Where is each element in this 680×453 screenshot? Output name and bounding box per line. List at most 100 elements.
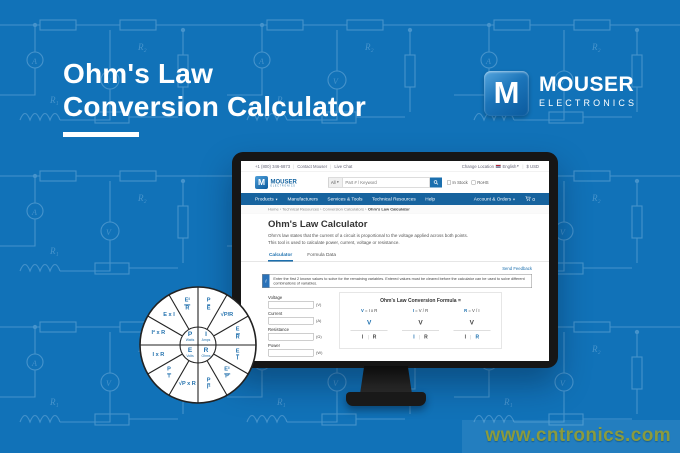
hero-underline <box>63 132 139 137</box>
ohms-law-wheel: P Watts I Amps E Volts R Ohms P E √P/R E R E I E² P P… <box>133 280 263 410</box>
contact-link[interactable]: Contact Mouser <box>297 163 328 169</box>
rohs-label: RoHS <box>477 180 489 185</box>
info-alert: i Enter the first 2 known values to solv… <box>262 274 532 288</box>
wheel-formulas: P Watts I Amps E Volts R Ohms P E √P/R E R E I E² P P… <box>133 280 263 410</box>
info-text: Enter the first 2 known values to solve … <box>273 276 525 286</box>
current-label: Current <box>268 311 283 316</box>
brand-tagline: ELECTRONICS <box>539 98 638 108</box>
cart-button[interactable]: 0 <box>525 196 535 203</box>
current-unit: (A) <box>316 318 322 324</box>
current-input[interactable] <box>268 317 314 325</box>
triangle-bar <box>453 330 491 331</box>
chevron-down-icon: ▼ <box>512 198 516 202</box>
nav-help[interactable]: Help <box>425 196 436 202</box>
info-icon: i <box>262 274 270 288</box>
main-nav: Products ▼ Manufacturers Services & Tool… <box>241 193 549 205</box>
hero-title: Ohm's Law Conversion Calculator <box>63 57 366 123</box>
breadcrumb[interactable]: Home › Technical Resources › Conversion … <box>241 205 549 214</box>
wheel-formula: E x I <box>163 312 175 319</box>
search-button[interactable] <box>429 177 442 188</box>
wheel-center-i: I Amps <box>201 330 211 342</box>
us-flag-icon <box>495 164 501 168</box>
tab-calculator[interactable]: Calculator <box>268 251 294 262</box>
voltage-field-group: Voltage (V) <box>268 295 331 309</box>
checkbox-icon <box>446 180 451 185</box>
voltage-input[interactable] <box>268 301 314 309</box>
watermark-band <box>462 420 680 453</box>
site-logo-name: MOUSER <box>270 177 297 185</box>
wheel-formula: I² x R <box>151 330 166 337</box>
in-stock-checkbox[interactable]: In Stock <box>446 180 468 185</box>
tab-bar: Calculator Formula Data <box>241 251 549 262</box>
wheel-formula: E² R <box>184 297 191 312</box>
site-logo-text[interactable]: MOUSER ELECTRONICS <box>271 178 297 187</box>
watermark: www.cntronics.com <box>485 425 671 446</box>
triangle-top: V <box>418 318 423 327</box>
chevron-down-icon: ▼ <box>516 164 520 168</box>
change-location-link[interactable]: Change Location <box>461 163 494 169</box>
live-chat-link[interactable]: Live Chat <box>334 163 353 169</box>
hero-title-line2: Conversion Calculator <box>63 91 366 122</box>
wheel-formula: P I² <box>206 376 211 391</box>
site-logo-tagline: ELECTRONICS <box>270 184 296 187</box>
monitor-stand-neck <box>360 366 412 394</box>
search-bar: All ▼ In Stock <box>327 177 489 188</box>
phone-link[interactable]: +1 (800) 346-6873 <box>255 163 291 169</box>
description-line2: This tool is used to calculate power, cu… <box>268 239 400 245</box>
wheel-formula: I x R <box>152 351 165 358</box>
monitor-stand-base <box>346 392 426 406</box>
utility-bar: +1 (800) 346-6873 | Contact Mouser | Liv… <box>241 161 549 172</box>
currency-select[interactable]: $ USD <box>526 163 539 169</box>
cart-icon <box>525 196 531 201</box>
chevron-down-icon: ▼ <box>275 198 279 202</box>
nav-services-tools[interactable]: Services & Tools <box>327 196 363 202</box>
resistance-input[interactable] <box>268 333 314 341</box>
wheel-center-p: P Watts <box>185 330 195 342</box>
search-scope-select[interactable]: All ▼ <box>327 177 342 188</box>
resistance-label: Resistance <box>268 327 290 332</box>
in-stock-label: In Stock <box>452 180 468 185</box>
account-orders-menu[interactable]: Account & Orders ▼ <box>473 196 516 202</box>
cart-count: 0 <box>532 196 535 203</box>
monitor-screen: +1 (800) 346-6873 | Contact Mouser | Liv… <box>241 161 549 361</box>
current-field-group: Current (A) <box>268 311 331 325</box>
hero-title-line1: Ohm's Law <box>63 58 214 89</box>
formula-panel: Ohm's Law Conversion Formula = V = I x R… <box>339 292 502 349</box>
chevron-down-icon: ▼ <box>335 181 340 184</box>
send-feedback-link[interactable]: Send Feedback <box>502 266 532 271</box>
power-unit: (W) <box>316 350 323 356</box>
divider: | <box>330 163 332 169</box>
page-title: Ohm's Law Calculator <box>268 219 368 230</box>
power-label: Power <box>268 343 281 348</box>
checkbox-icon <box>471 180 476 185</box>
nav-products[interactable]: Products ▼ <box>255 196 279 202</box>
language-select[interactable]: English <box>502 163 517 169</box>
search-icon <box>433 180 439 185</box>
resistance-field-group: Resistance (Ω) <box>268 327 331 341</box>
rohs-checkbox[interactable]: RoHS <box>471 180 489 185</box>
brand-name: MOUSER <box>539 73 635 96</box>
power-input[interactable] <box>268 349 314 357</box>
mouser-brand-badge: M MOUSER ELECTRONICS <box>484 71 637 116</box>
calculator-form: Voltage (V) Current (A) Resistance <box>268 293 331 362</box>
triangle-top: V <box>469 318 475 327</box>
search-input[interactable] <box>341 177 430 188</box>
wheel-center-r: R Ohms <box>201 346 211 358</box>
wheel-formula: √P x R <box>178 380 196 387</box>
triangle-top: V <box>367 318 372 327</box>
wheel-formula: E² P <box>224 366 230 380</box>
site-logo-icon[interactable]: M <box>255 176 268 189</box>
tab-formula-data[interactable]: Formula Data <box>307 252 337 258</box>
wheel-formula: √P/R <box>220 312 234 319</box>
nav-technical-resources[interactable]: Technical Resources <box>371 196 416 202</box>
breadcrumb-current: Ohm's Law Calculator <box>367 206 410 212</box>
page-description: Ohm's law states that the current of a c… <box>268 233 488 247</box>
wheel-center-e: E Volts <box>186 346 194 358</box>
power-field-group: Power (W) <box>268 343 331 357</box>
nav-manufacturers[interactable]: Manufacturers <box>287 196 318 202</box>
